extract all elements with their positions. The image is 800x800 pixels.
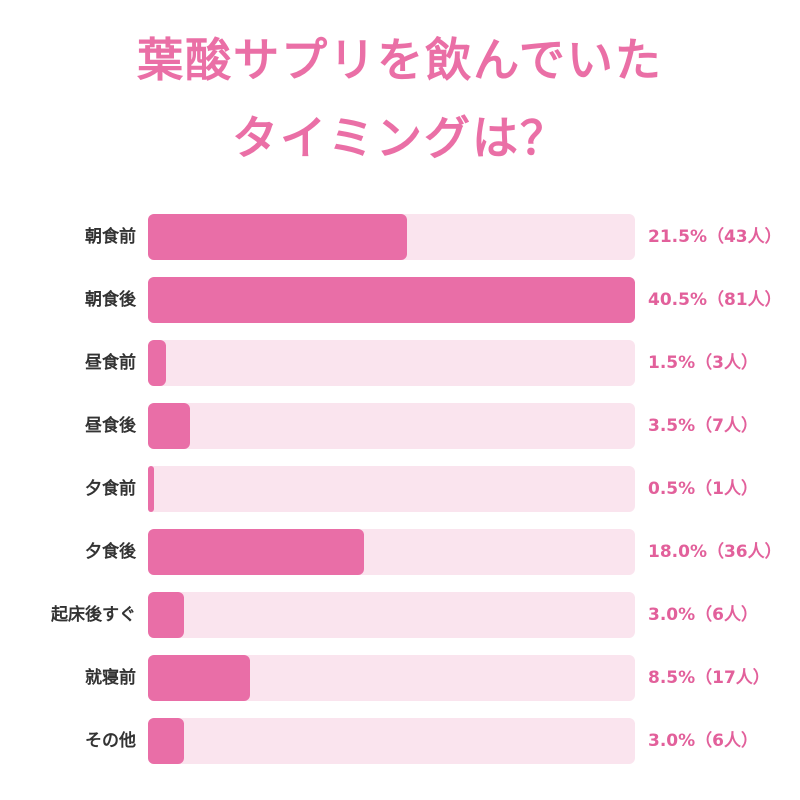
chart-title-line1: 葉酸サプリを飲んでいた	[137, 33, 663, 87]
chart-row: 就寝前 8.5%（17人）	[0, 655, 800, 701]
chart-row: 夕食前 0.5%（1人）	[0, 466, 800, 512]
bar	[148, 403, 191, 449]
value-label: 1.5%（3人）	[648, 353, 758, 373]
value-label: 40.5%（81人）	[648, 290, 782, 310]
bar	[148, 466, 154, 512]
chart-row: その他 3.0%（6人）	[0, 718, 800, 764]
bar-track	[148, 340, 635, 386]
bar	[148, 214, 407, 260]
category-label: 昼食後	[85, 416, 136, 436]
category-label: 就寝前	[85, 668, 136, 688]
chart-row: 昼食後 3.5%（7人）	[0, 403, 800, 449]
category-label: 朝食後	[85, 290, 136, 310]
bar	[148, 655, 251, 701]
value-label: 8.5%（17人）	[648, 668, 770, 688]
chart-row: 朝食後 40.5%（81人）	[0, 277, 800, 323]
category-label: 夕食後	[85, 542, 136, 562]
category-label: 昼食前	[85, 353, 136, 373]
bar	[148, 277, 635, 323]
bar	[148, 529, 365, 575]
value-label: 18.0%（36人）	[648, 542, 782, 562]
bar-track	[148, 466, 635, 512]
bar	[148, 340, 167, 386]
value-label: 0.5%（1人）	[648, 479, 758, 499]
bar-track	[148, 718, 635, 764]
value-label: 3.5%（7人）	[648, 416, 758, 436]
category-label: 夕食前	[85, 479, 136, 499]
chart-row: 朝食前 21.5%（43人）	[0, 214, 800, 260]
category-label: 起床後すぐ	[51, 605, 136, 625]
chart-row: 夕食後 18.0%（36人）	[0, 529, 800, 575]
chart-title-line2: タイミングは？	[232, 111, 568, 165]
chart-row: 昼食前 1.5%（3人）	[0, 340, 800, 386]
bar-track	[148, 592, 635, 638]
chart-row: 起床後すぐ 3.0%（6人）	[0, 592, 800, 638]
bar	[148, 592, 185, 638]
value-label: 21.5%（43人）	[648, 227, 782, 247]
value-label: 3.0%（6人）	[648, 731, 758, 751]
category-label: その他	[85, 731, 136, 751]
value-label: 3.0%（6人）	[648, 605, 758, 625]
bar-track	[148, 403, 635, 449]
bar	[148, 718, 185, 764]
category-label: 朝食前	[85, 227, 136, 247]
